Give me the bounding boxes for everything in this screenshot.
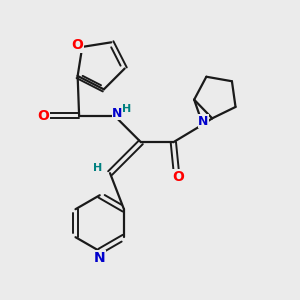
Text: O: O xyxy=(172,170,184,184)
Text: H: H xyxy=(122,104,131,114)
Text: N: N xyxy=(94,250,106,265)
Text: N: N xyxy=(198,115,208,128)
Text: O: O xyxy=(37,109,49,123)
Text: N: N xyxy=(112,107,123,120)
Text: O: O xyxy=(71,38,83,52)
Text: H: H xyxy=(93,163,102,173)
